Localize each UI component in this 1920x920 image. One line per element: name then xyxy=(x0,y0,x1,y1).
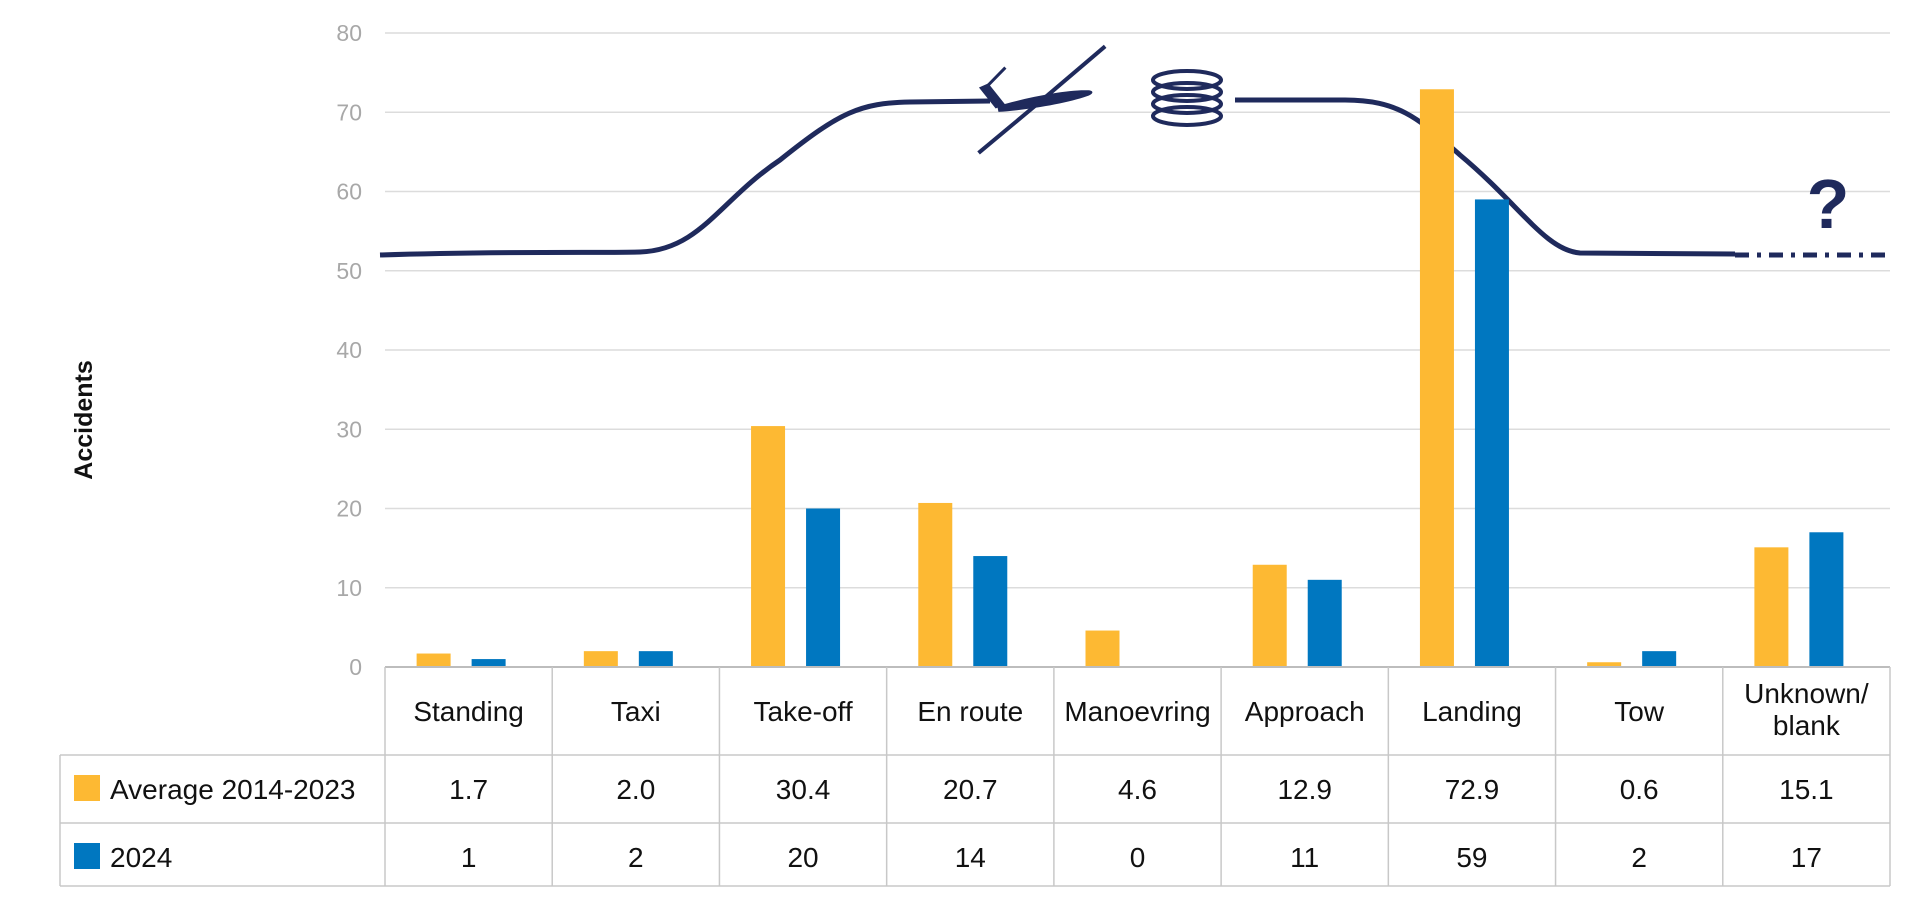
x-category-label: Taxi xyxy=(611,696,661,727)
thermal-spiral-icon xyxy=(1153,71,1221,125)
y-tick-label: 80 xyxy=(336,20,362,46)
bar-average xyxy=(584,651,618,667)
table-cell-value: 2.0 xyxy=(616,774,655,805)
table-cell-value: 20 xyxy=(787,842,818,873)
y-tick-label: 50 xyxy=(336,258,362,284)
bar-2024 xyxy=(806,509,840,668)
table-cell-value: 0 xyxy=(1130,842,1146,873)
bar-2024 xyxy=(1308,580,1342,667)
table-cell-value: 11 xyxy=(1290,842,1319,873)
legend-swatch xyxy=(74,843,100,869)
table-cell-value: 15.1 xyxy=(1779,774,1834,805)
x-category-label: En route xyxy=(917,696,1023,727)
legend-swatch xyxy=(74,775,100,801)
bar-average xyxy=(1754,547,1788,667)
bar-average xyxy=(751,426,785,667)
y-tick-label: 0 xyxy=(349,654,362,680)
accidents-by-flight-phase-chart: 0 10 20 30 40 50 60 70 80 Accidents? Standing Taxi T… xyxy=(0,0,1920,920)
y-tick-label: 60 xyxy=(336,179,362,205)
x-category-label: Approach xyxy=(1245,696,1365,727)
y-axis-label: Accidents xyxy=(70,360,98,479)
bar-2024 xyxy=(1475,199,1509,667)
table-cell-value: 0.6 xyxy=(1620,774,1659,805)
flight-profile xyxy=(380,100,1885,255)
table-cell-value: 4.6 xyxy=(1118,774,1157,805)
table-cell-value: 30.4 xyxy=(776,774,831,805)
bar-average xyxy=(417,654,451,667)
bar-2024 xyxy=(1809,532,1843,667)
profile-climb-line xyxy=(380,101,990,255)
table-cell-value: 1.7 xyxy=(449,774,488,805)
bar-2024 xyxy=(1642,651,1676,667)
table-cell-value: 14 xyxy=(955,842,986,873)
bar-2024 xyxy=(973,556,1007,667)
question-mark-icon: ? xyxy=(1807,165,1850,243)
x-category-label: Standing xyxy=(413,696,524,727)
bar-2024 xyxy=(639,651,673,667)
bar-average xyxy=(918,503,952,667)
table-cell-value: 59 xyxy=(1456,842,1487,873)
y-tick-label: 40 xyxy=(336,337,362,363)
y-tick-label: 10 xyxy=(336,575,362,601)
table-cell-value: 17 xyxy=(1791,842,1822,873)
y-tick-label: 30 xyxy=(336,416,362,442)
x-category-label: Unknown/blank xyxy=(1744,678,1869,741)
data-table: Standing Taxi Take-off En route Manoevring Ap… xyxy=(60,667,1890,886)
table-cell-value: 2 xyxy=(1631,842,1647,873)
bar-average xyxy=(1253,565,1287,667)
legend-label: Average 2014-2023 xyxy=(110,774,355,805)
chart-canvas: 01020304050607080Accidents?Standing Taxi T… xyxy=(0,0,1920,920)
y-tick-label: 20 xyxy=(336,496,362,522)
bars xyxy=(417,89,1844,667)
x-category-label: Tow xyxy=(1614,696,1665,727)
x-category-label: Manoevring xyxy=(1064,696,1210,727)
table-cell-value: 12.9 xyxy=(1277,774,1332,805)
legend-label: 2024 xyxy=(110,842,172,873)
y-gridlines: 0 10 20 30 40 50 60 70 80 xyxy=(336,20,1890,680)
table-cell-value: 1 xyxy=(461,842,477,873)
bar-average xyxy=(1420,89,1454,667)
table-cell-value: 2 xyxy=(628,842,644,873)
table-cell-value: 20.7 xyxy=(943,774,998,805)
y-tick-label: 70 xyxy=(336,99,362,125)
bar-average xyxy=(1086,631,1120,667)
x-category-label: Landing xyxy=(1422,696,1522,727)
table-cell-value: 72.9 xyxy=(1445,774,1500,805)
bar-2024 xyxy=(472,659,506,667)
x-category-label: Take-off xyxy=(754,696,853,727)
